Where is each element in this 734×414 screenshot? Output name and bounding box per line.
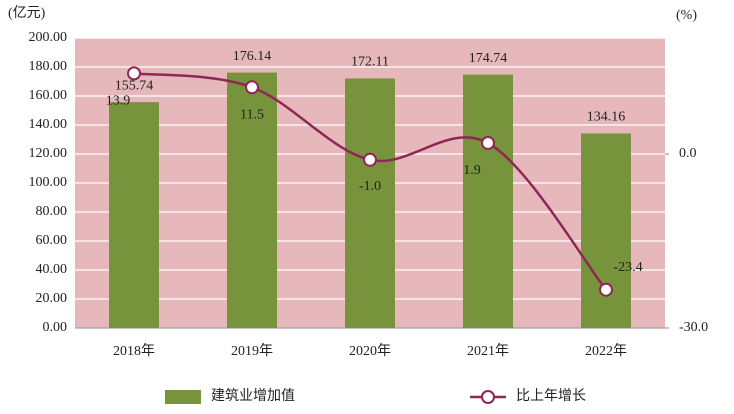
line-marker	[599, 282, 613, 297]
bar	[581, 133, 631, 328]
bar-value-label: 174.74	[469, 51, 508, 66]
line-marker	[481, 135, 495, 150]
line-marker	[363, 152, 377, 167]
y-tick-label: 40.00	[36, 262, 68, 277]
bar-value-label: 155.74	[115, 78, 154, 93]
y2-unit-label: (%)	[676, 8, 697, 23]
line-value-label: -23.4	[613, 260, 642, 275]
legend-label: 比上年增长	[516, 388, 586, 404]
line-value-label: 11.5	[240, 108, 264, 123]
bar-value-label: 172.11	[351, 55, 389, 70]
line-value-label: -1.0	[359, 179, 381, 194]
bar-value-label: 134.16	[587, 110, 626, 125]
bar-value-label: 176.14	[233, 49, 272, 64]
x-tick-label: 2019年	[231, 343, 273, 359]
y-tick-label: 20.00	[36, 291, 68, 306]
y-tick-label: 100.00	[29, 175, 68, 190]
bar	[345, 78, 395, 329]
line-value-label: 1.9	[463, 163, 481, 178]
y-tick-label: 120.00	[29, 146, 68, 161]
y-unit-label: (亿元)	[8, 5, 46, 21]
y-tick-label: 80.00	[36, 204, 68, 219]
line-marker	[245, 80, 259, 95]
bar	[109, 102, 159, 328]
line-marker	[127, 66, 141, 81]
y2-tick-label: -30.0	[679, 320, 708, 335]
legend-label: 建筑业增加值	[211, 388, 295, 404]
y-tick-label: 180.00	[29, 59, 68, 74]
y-tick-label: 140.00	[29, 117, 68, 132]
line-value-label: 13.9	[106, 94, 131, 109]
y2-tick-label: 0.0	[679, 146, 697, 161]
y-tick-label: 200.00	[29, 30, 68, 45]
x-tick-label: 2018年	[113, 343, 155, 359]
y-tick-label: 160.00	[29, 88, 68, 103]
legend-swatch	[165, 390, 201, 404]
x-tick-label: 2021年	[467, 343, 509, 359]
y-tick-label: 60.00	[36, 233, 68, 248]
bar	[463, 74, 513, 328]
x-tick-label: 2022年	[585, 343, 627, 359]
legend-swatch	[481, 390, 495, 404]
y-tick-label: 0.00	[43, 320, 68, 335]
bar	[227, 72, 277, 328]
x-tick-label: 2020年	[349, 343, 391, 359]
